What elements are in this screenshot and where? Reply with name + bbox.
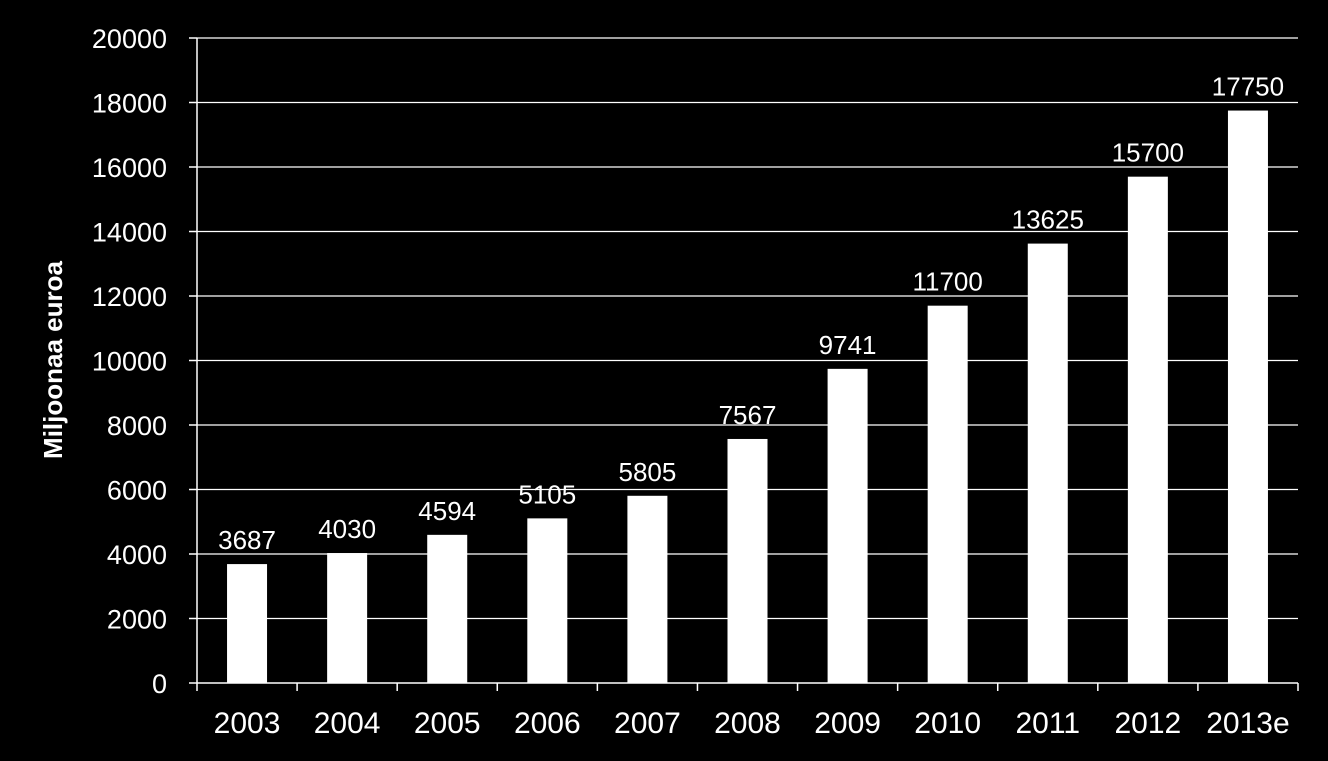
bar	[927, 305, 968, 683]
x-axis-labels: 2003 2004 2005 2006 2007 2008 2009 2010 2011 2012…	[214, 707, 1290, 740]
bar	[1127, 176, 1168, 684]
y-tick-label: 18000	[92, 89, 167, 119]
x-axis	[196, 38, 1299, 691]
y-tick-label: 0	[152, 669, 167, 699]
y-tick-label: 12000	[92, 282, 167, 312]
bar	[427, 534, 468, 683]
bar	[1027, 243, 1068, 683]
y-axis-title: Miljoonaa euroa	[38, 261, 68, 459]
y-tick-label: 20000	[92, 24, 167, 54]
bar	[827, 368, 868, 683]
data-label: 15700	[1112, 138, 1184, 168]
y-tick-label: 14000	[92, 218, 167, 248]
x-tick-label: 2005	[414, 707, 481, 740]
y-tick-label: 6000	[107, 476, 167, 506]
x-tick-label: 2006	[514, 707, 581, 740]
data-label: 13625	[1012, 205, 1084, 235]
y-tick-label: 16000	[92, 153, 167, 183]
data-label: 7567	[719, 400, 777, 430]
x-tick-label: 2004	[314, 707, 381, 740]
gridlines	[197, 37, 1298, 620]
data-label: 5105	[518, 479, 576, 509]
x-tick-label: 2007	[614, 707, 681, 740]
bar	[227, 564, 268, 683]
data-label: 5805	[618, 457, 676, 487]
x-tick-label: 2008	[714, 707, 781, 740]
x-tick-label: 2011	[1016, 707, 1081, 740]
x-tick-label: 2009	[814, 707, 881, 740]
data-labels: 3687 4030 4594 5105 5805 7567 9741 11700 13625 15…	[218, 72, 1284, 556]
data-label: 3687	[218, 525, 276, 555]
y-axis-ticks: 0 2000 4000 6000 8000 10000 12000 14000 16000 180…	[92, 24, 197, 699]
y-tick-label: 10000	[92, 347, 167, 377]
bar	[1227, 110, 1268, 683]
y-tick-label: 4000	[107, 540, 167, 570]
x-tick-label: 2010	[914, 707, 981, 740]
data-label: 17750	[1212, 72, 1284, 102]
bar	[727, 438, 768, 683]
x-tick-label: 2012	[1114, 707, 1181, 740]
data-label: 9741	[819, 330, 877, 360]
x-tick-label: 2013e	[1206, 707, 1289, 740]
bar	[627, 495, 668, 683]
data-label: 4030	[318, 514, 376, 544]
data-label: 4594	[418, 496, 476, 526]
y-tick-label: 8000	[107, 411, 167, 441]
data-label: 11700	[912, 267, 982, 297]
bars	[227, 110, 1268, 684]
x-tick-label: 2003	[214, 707, 281, 740]
y-tick-label: 2000	[107, 605, 167, 635]
bar	[327, 553, 368, 683]
bar	[527, 518, 568, 683]
